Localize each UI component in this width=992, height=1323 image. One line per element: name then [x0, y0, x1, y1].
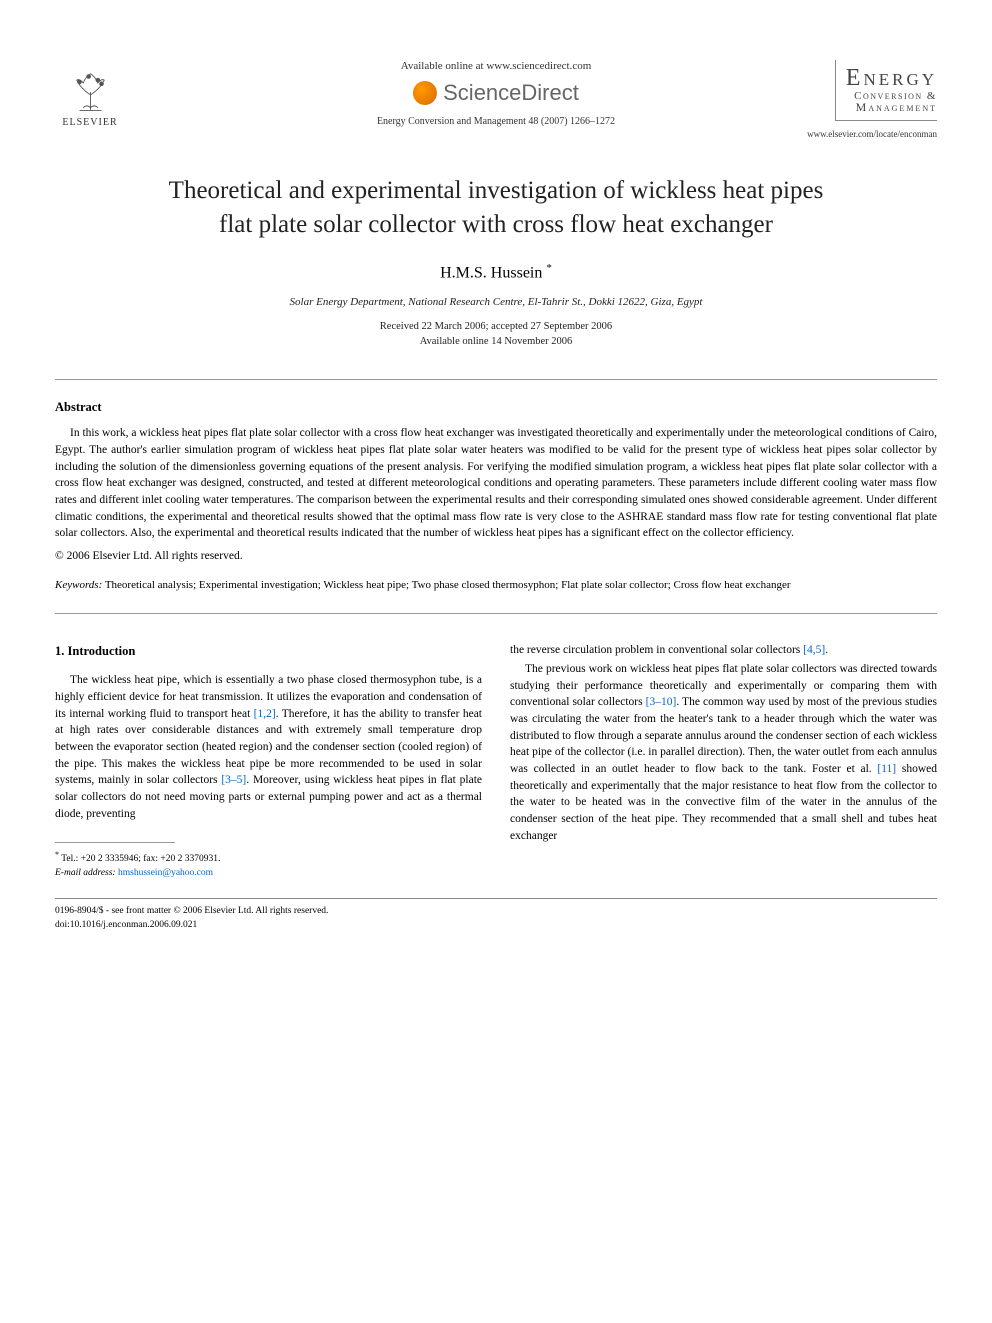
intro-para-3: The previous work on wickless heat pipes…: [510, 661, 937, 844]
keywords: Keywords: Theoretical analysis; Experime…: [55, 578, 937, 593]
introduction-heading: 1. Introduction: [55, 642, 482, 660]
received-accepted-date: Received 22 March 2006; accepted 27 Sept…: [380, 321, 612, 332]
journal-url: www.elsevier.com/locate/enconman: [787, 129, 937, 139]
body-columns: 1. Introduction The wickless heat pipe, …: [55, 642, 937, 880]
divider-rule: [55, 379, 937, 380]
right-column: the reverse circulation problem in conve…: [510, 642, 937, 880]
keywords-text: Theoretical analysis; Experimental inves…: [102, 579, 790, 591]
elsevier-logo: ELSEVIER: [55, 60, 125, 128]
elsevier-tree-icon: [63, 60, 118, 115]
corresponding-author-footnote: * Tel.: +20 2 3335946; fax: +20 2 337093…: [55, 849, 482, 880]
author-name: H.M.S. Hussein *: [55, 262, 937, 282]
footnote-separator: [55, 842, 175, 843]
intro-para-2: the reverse circulation problem in conve…: [510, 642, 937, 659]
ref-link-1-2[interactable]: [1,2]: [254, 708, 276, 720]
title-line-2: flat plate solar collector with cross fl…: [219, 211, 773, 238]
abstract-heading: Abstract: [55, 400, 937, 415]
email-label: E-mail address:: [55, 868, 116, 878]
header-center: Available online at www.sciencedirect.co…: [377, 60, 615, 127]
ref-link-11[interactable]: [11]: [877, 763, 896, 775]
author-email[interactable]: hmshussein@yahoo.com: [118, 868, 213, 878]
journal-reference: Energy Conversion and Management 48 (200…: [377, 116, 615, 127]
footer-doi: doi:10.1016/j.enconman.2006.09.021: [55, 920, 197, 930]
journal-name-box: Energy Conversion & Management: [835, 60, 937, 121]
available-online-text: Available online at www.sciencedirect.co…: [377, 60, 615, 72]
sciencedirect-logo: ScienceDirect: [377, 80, 615, 106]
left-column: 1. Introduction The wickless heat pipe, …: [55, 642, 482, 880]
intro-para-1: The wickless heat pipe, which is essenti…: [55, 672, 482, 822]
article-dates: Received 22 March 2006; accepted 27 Sept…: [55, 320, 937, 349]
journal-name-management: Management: [846, 100, 937, 115]
abstract-text: In this work, a wickless heat pipes flat…: [55, 425, 937, 542]
footer: 0196-8904/$ - see front matter © 2006 El…: [55, 905, 937, 932]
footnote-tel: Tel.: +20 2 3335946; fax: +20 2 3370931.: [61, 855, 220, 865]
keywords-label: Keywords:: [55, 579, 102, 591]
abstract-copyright: © 2006 Elsevier Ltd. All rights reserved…: [55, 550, 937, 562]
divider-rule-2: [55, 613, 937, 614]
author-affiliation: Solar Energy Department, National Resear…: [55, 296, 937, 308]
title-line-1: Theoretical and experimental investigati…: [169, 177, 824, 204]
article-title: Theoretical and experimental investigati…: [55, 174, 937, 242]
sciencedirect-orb-icon: [413, 81, 437, 105]
elsevier-text: ELSEVIER: [55, 117, 125, 128]
ref-link-3-10[interactable]: [3–10]: [646, 696, 677, 708]
journal-name-energy: Energy: [846, 65, 937, 92]
footer-separator: [55, 898, 937, 899]
ref-link-4-5[interactable]: [4,5]: [803, 644, 825, 656]
journal-logo: Energy Conversion & Management www.elsev…: [787, 60, 937, 139]
ref-link-3-5[interactable]: [3–5]: [221, 774, 246, 786]
footer-copyright: 0196-8904/$ - see front matter © 2006 El…: [55, 906, 328, 916]
page-header: ELSEVIER Available online at www.science…: [55, 60, 937, 139]
sciencedirect-text: ScienceDirect: [443, 80, 579, 106]
available-online-date: Available online 14 November 2006: [420, 336, 573, 347]
